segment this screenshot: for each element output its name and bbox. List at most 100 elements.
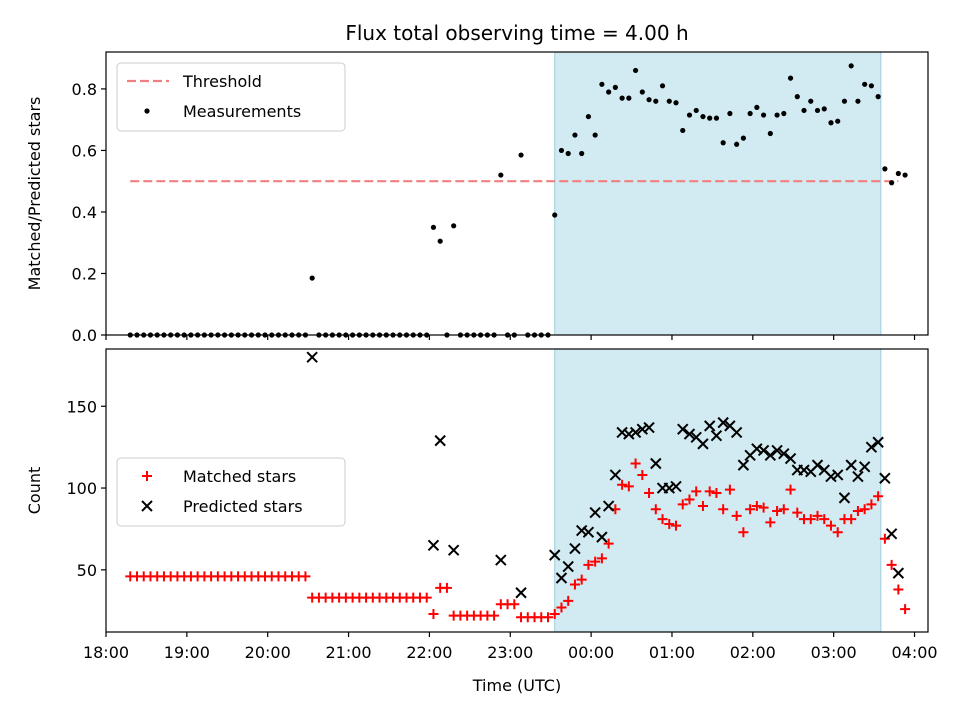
legend-label: Threshold	[182, 72, 262, 91]
data-point	[785, 484, 796, 495]
data-point	[673, 100, 679, 106]
data-point	[835, 118, 841, 124]
data-point	[765, 517, 776, 528]
data-point	[653, 98, 659, 104]
data-point	[703, 420, 716, 432]
data-point	[592, 132, 598, 138]
data-point	[428, 609, 439, 620]
data-point	[751, 443, 763, 455]
legend-swatch	[144, 108, 150, 114]
data-point	[562, 560, 574, 573]
data-point	[575, 524, 588, 537]
data-point	[718, 504, 729, 515]
data-point	[542, 612, 553, 623]
data-point	[430, 224, 437, 230]
axes-frame	[105, 348, 929, 633]
data-point	[734, 141, 740, 147]
data-point	[670, 480, 682, 493]
data-point	[792, 507, 803, 518]
chart-title: Flux total observing time = 4.00 h	[345, 21, 688, 45]
data-point	[784, 452, 797, 465]
data-point	[828, 120, 834, 126]
data-point	[900, 604, 911, 615]
data-point	[606, 89, 612, 95]
data-point	[832, 527, 843, 538]
data-point	[427, 539, 440, 552]
data-point	[697, 438, 709, 450]
data-point	[747, 110, 753, 117]
data-point	[515, 587, 527, 599]
data-point	[498, 172, 504, 178]
data-point	[720, 140, 726, 146]
data-point	[623, 428, 635, 440]
data-point	[805, 514, 816, 525]
x-tick-label: 23:00	[487, 643, 533, 662]
data-point	[441, 582, 452, 593]
data-point	[555, 572, 568, 584]
data-point	[781, 110, 787, 117]
data-point	[825, 470, 837, 483]
data-point	[808, 98, 814, 104]
data-point	[664, 519, 675, 530]
data-point	[684, 494, 695, 505]
data-point	[737, 459, 750, 471]
data-point	[862, 81, 868, 87]
axes-frame	[105, 51, 929, 336]
data-point	[617, 479, 628, 490]
data-point	[596, 553, 607, 564]
legend: Matched stars Predicted stars	[116, 457, 346, 527]
data-point	[700, 113, 706, 120]
y-tick-label: 50	[77, 561, 97, 580]
data-point	[745, 504, 756, 515]
data-point	[771, 444, 783, 457]
legend-box	[116, 457, 346, 527]
legend-label: Measurements	[183, 102, 301, 121]
data-point	[754, 104, 760, 110]
data-point	[643, 421, 655, 434]
data-point	[761, 112, 767, 118]
data-point	[599, 81, 605, 87]
data-point	[518, 152, 524, 158]
data-point	[852, 505, 863, 516]
data-point	[629, 426, 642, 439]
data-point	[879, 472, 891, 484]
data-point	[873, 491, 884, 502]
data-point	[619, 95, 625, 101]
data-point	[421, 592, 432, 603]
data-point	[889, 180, 895, 186]
data-point	[730, 426, 743, 439]
data-point	[659, 83, 666, 89]
data-point	[616, 426, 628, 439]
data-point	[558, 147, 565, 154]
top-panel: 0.0 0.2 0.4 0.6 0.8 Threshold Measurements	[72, 51, 929, 345]
data-point	[893, 584, 904, 595]
data-point	[758, 502, 769, 513]
data-point	[680, 127, 686, 134]
data-point	[821, 106, 827, 112]
data-point	[596, 531, 608, 543]
data-point	[707, 115, 713, 121]
data-point	[764, 449, 777, 462]
y-tick-label: 0.4	[72, 203, 97, 222]
data-point	[590, 556, 601, 567]
y-tick-label: 100	[66, 479, 97, 498]
data-point	[825, 520, 836, 531]
x-axis-label: Time (UTC)	[472, 676, 561, 695]
legend-swatch	[141, 500, 153, 512]
data-point	[848, 63, 854, 69]
data-point	[576, 574, 587, 585]
data-point	[866, 499, 877, 510]
x-tick-label: 02:00	[730, 643, 776, 662]
bottom-y-axis-label: Count	[25, 467, 44, 515]
data-point	[731, 510, 742, 521]
data-point	[879, 533, 890, 544]
data-point	[451, 223, 457, 229]
data-point	[585, 113, 592, 120]
data-point	[819, 514, 830, 525]
data-point	[774, 112, 780, 118]
data-point	[832, 469, 844, 481]
data-point	[309, 275, 315, 281]
data-point	[704, 486, 715, 497]
observing-window-span	[554, 348, 882, 633]
data-point	[846, 514, 857, 525]
